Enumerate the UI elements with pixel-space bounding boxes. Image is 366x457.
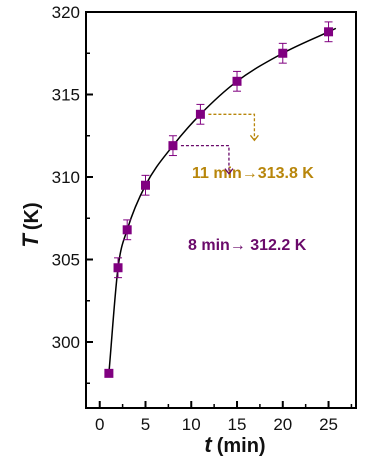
data-points [104, 21, 334, 378]
y-tick-label: 300 [52, 333, 80, 352]
x-axis-title: t (min) [204, 432, 265, 457]
plot-border [85, 11, 357, 409]
annotations: 11 min→313.8 K 8 min→ 312.2 K [180, 113, 314, 254]
y-axis-unit: (K) [21, 202, 43, 230]
annotation-arrow [180, 145, 230, 174]
fit-line [108, 27, 337, 374]
tick-labels: 0 5 10 15 20 25 300 305 310 315 320 [52, 3, 338, 434]
data-point [168, 141, 178, 151]
data-point [122, 225, 132, 235]
annotation-arrowhead [249, 134, 259, 142]
y-tick-label: 305 [52, 251, 80, 270]
data-point [140, 180, 150, 190]
y-axis-title: T (K) [18, 202, 43, 247]
x-tick-label: 15 [228, 415, 247, 434]
x-tick-label: 25 [319, 415, 338, 434]
x-axis-unit: (min) [217, 435, 266, 457]
data-point [195, 109, 205, 119]
x-tick-label: 5 [141, 415, 150, 434]
x-tick-label: 0 [95, 415, 104, 434]
data-point [113, 263, 123, 273]
annotation-label: 8 min→ 312.2 K [188, 237, 307, 254]
data-point [232, 76, 242, 86]
data-point [104, 368, 114, 378]
y-axis-symbol: T [18, 233, 43, 248]
axis-ticks [86, 11, 353, 408]
annotation-arrowhead [224, 168, 234, 175]
fit-curve [108, 27, 337, 374]
y-tick-label: 320 [52, 3, 80, 22]
data-point [278, 48, 288, 58]
y-tick-label: 315 [52, 86, 80, 105]
annotation-label: 11 min→313.8 K [192, 165, 314, 182]
x-tick-label: 10 [182, 415, 201, 434]
annotation-arrow [208, 113, 256, 141]
x-axis-symbol: t [204, 432, 213, 457]
data-point [324, 27, 334, 37]
plot-frame [85, 11, 357, 409]
y-tick-label: 310 [52, 168, 80, 187]
x-tick-label: 20 [273, 415, 292, 434]
